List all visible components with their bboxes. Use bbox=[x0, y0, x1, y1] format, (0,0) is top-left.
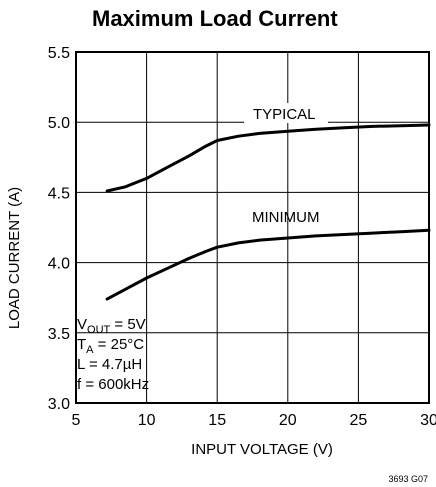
x-axis-label: INPUT VOLTAGE (V) bbox=[191, 441, 333, 458]
y-tick-label: 4.5 bbox=[48, 185, 70, 202]
y-tick-label: 4.0 bbox=[48, 256, 70, 273]
chart-title: Maximum Load Current bbox=[92, 6, 338, 31]
x-tick-label: 5 bbox=[72, 412, 81, 429]
y-tick-label: 5.0 bbox=[48, 115, 70, 132]
y-tick-label: 3.5 bbox=[48, 326, 70, 343]
x-tick-label: 30 bbox=[420, 412, 436, 429]
series-line-minimum bbox=[105, 228, 431, 301]
series-line-typical bbox=[105, 123, 431, 193]
figure-id: 3693 G07 bbox=[388, 474, 428, 484]
y-axis-label: LOAD CURRENT (A) bbox=[6, 187, 23, 329]
condition-ta-sub: A bbox=[86, 344, 94, 356]
condition-vout: VOUT = 5V bbox=[77, 316, 146, 336]
x-tick-label: 25 bbox=[350, 412, 368, 429]
conditions-block: VOUT = 5V TA = 25°C L = 4.7µH f = 600kHz bbox=[77, 316, 149, 393]
plot-frame bbox=[75, 51, 430, 404]
curves bbox=[105, 123, 431, 301]
series-label-typical: TYPICAL bbox=[253, 106, 316, 123]
condition-frequency: f = 600kHz bbox=[77, 376, 149, 393]
typical-label-background bbox=[244, 103, 328, 123]
x-tick-label: 20 bbox=[279, 412, 297, 429]
condition-vout-main: V bbox=[77, 316, 87, 333]
x-tick-label: 15 bbox=[208, 412, 226, 429]
series-label-minimum: MINIMUM bbox=[252, 209, 320, 226]
condition-vout-rest: = 5V bbox=[110, 316, 145, 333]
tick-labels: 5 10 15 20 25 30 3.0 3.5 4.0 4.5 5.0 5.5 bbox=[48, 45, 436, 429]
y-tick-label: 3.0 bbox=[48, 396, 70, 413]
condition-ta-main: T bbox=[77, 336, 86, 353]
condition-inductor: L = 4.7µH bbox=[77, 356, 142, 373]
condition-ta-rest: = 25°C bbox=[94, 336, 145, 353]
condition-vout-sub: OUT bbox=[87, 324, 111, 336]
condition-ta: TA = 25°C bbox=[77, 336, 144, 356]
x-tick-label: 10 bbox=[138, 412, 156, 429]
y-tick-label: 5.5 bbox=[48, 45, 70, 62]
